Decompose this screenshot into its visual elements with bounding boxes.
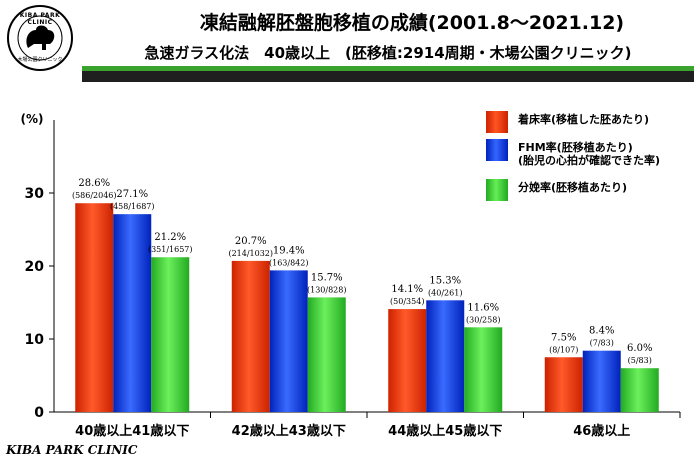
data-count-label: (50/354) xyxy=(390,297,424,306)
legend-item-delivery: 分娩率(胚移植あたり) xyxy=(486,179,686,201)
page-subtitle: 急速ガラス化法 40歳以上 (胚移植:2914周期・木場公園クリニック) xyxy=(144,44,632,62)
logo-text: KIBA PARK CLINIC xyxy=(19,12,61,26)
legend-swatch-red xyxy=(486,111,508,133)
y-tick-label: 10 xyxy=(25,332,45,348)
x-tick-label: 42歳以上43歳以下 xyxy=(232,423,346,439)
bar xyxy=(113,214,152,412)
legend-label: 着床率(移植した胚あたり) xyxy=(518,113,650,126)
data-count-label: (351/1657) xyxy=(148,245,193,254)
logo-subtext: 木場公園クリニック xyxy=(17,57,63,63)
legend-swatch-green xyxy=(486,179,508,201)
y-tick-label: 30 xyxy=(25,186,45,202)
data-label: 6.0% xyxy=(627,343,652,354)
data-count-label: (214/1032) xyxy=(228,249,273,258)
data-count-label: (8/107) xyxy=(549,345,578,354)
bar xyxy=(464,327,503,412)
y-tick-label: 20 xyxy=(25,259,45,275)
data-label: 27.1% xyxy=(116,189,148,200)
chart-legend: 着床率(移植した胚あたり) FHM率(胚移植あたり) (胎児の心拍が確認できた率)… xyxy=(486,111,686,207)
data-count-label: (5/83) xyxy=(628,356,652,365)
data-label: 15.3% xyxy=(429,275,461,286)
legend-swatch-blue xyxy=(486,139,508,161)
data-label: 14.1% xyxy=(391,284,423,295)
bar xyxy=(388,309,427,412)
bar xyxy=(75,203,114,412)
data-label: 7.5% xyxy=(551,332,576,343)
data-label: 11.6% xyxy=(467,302,499,313)
bar xyxy=(307,297,346,412)
bar xyxy=(620,368,659,412)
data-count-label: (130/828) xyxy=(307,285,346,294)
clinic-logo xyxy=(7,5,73,71)
x-tick-label: 44歳以上45歳以下 xyxy=(388,423,502,439)
x-tick-label: 46歳以上 xyxy=(573,423,630,439)
data-label: 15.7% xyxy=(311,272,343,283)
y-axis-label: (%) xyxy=(21,112,44,126)
data-count-label: (458/1687) xyxy=(110,202,155,211)
data-label: 8.4% xyxy=(589,326,614,337)
data-label: 19.4% xyxy=(273,245,305,256)
bar xyxy=(582,350,621,412)
data-count-label: (586/2046) xyxy=(72,191,117,200)
legend-item-fhm: FHM率(胚移植あたり) (胎児の心拍が確認できた率) xyxy=(486,139,686,173)
data-label: 20.7% xyxy=(235,236,267,247)
footer-clinic-name: KIBA PARK CLINIC xyxy=(6,443,138,457)
bar xyxy=(231,260,270,412)
data-count-label: (30/258) xyxy=(466,315,500,324)
data-label: 28.6% xyxy=(78,178,110,189)
legend-label: 分娩率(胚移植あたり) xyxy=(518,181,628,194)
page-title: 凍結融解胚盤胞移植の成績(2001.8〜2021.12) xyxy=(199,12,625,34)
legend-item-implantation: 着床率(移植した胚あたり) xyxy=(486,111,686,133)
legend-label: FHM率(胚移植あたり) (胎児の心拍が確認できた率) xyxy=(518,141,661,167)
data-count-label: (163/842) xyxy=(269,258,308,267)
bar xyxy=(544,357,583,412)
header-stripe-dark xyxy=(82,71,694,82)
data-label: 21.2% xyxy=(154,232,186,243)
bar xyxy=(426,300,465,412)
data-count-label: (40/261) xyxy=(428,288,462,297)
bar xyxy=(151,257,190,412)
header-stripe-green xyxy=(82,66,694,71)
data-count-label: (7/83) xyxy=(590,339,614,348)
bar xyxy=(269,270,308,412)
y-tick-label: 0 xyxy=(34,405,44,421)
x-tick-label: 40歳以上41歳以下 xyxy=(75,423,189,439)
